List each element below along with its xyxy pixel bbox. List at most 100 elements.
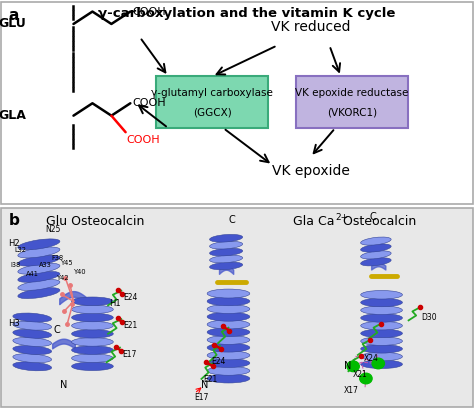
Ellipse shape bbox=[361, 337, 402, 345]
Text: F38: F38 bbox=[51, 255, 64, 261]
Ellipse shape bbox=[207, 289, 250, 298]
Ellipse shape bbox=[361, 352, 402, 361]
Text: γ-carboxylation and the vitamin K cycle: γ-carboxylation and the vitamin K cycle bbox=[98, 7, 395, 20]
Text: C: C bbox=[229, 216, 236, 225]
Ellipse shape bbox=[18, 255, 60, 266]
Circle shape bbox=[372, 358, 384, 369]
Ellipse shape bbox=[361, 237, 391, 245]
Ellipse shape bbox=[361, 244, 391, 252]
Text: Y45: Y45 bbox=[61, 261, 73, 266]
Text: E24: E24 bbox=[123, 293, 137, 302]
FancyBboxPatch shape bbox=[296, 76, 408, 128]
Ellipse shape bbox=[72, 354, 113, 362]
Text: H2: H2 bbox=[9, 238, 20, 247]
Text: X24: X24 bbox=[364, 354, 379, 363]
Text: E21: E21 bbox=[203, 375, 217, 384]
Ellipse shape bbox=[361, 251, 391, 259]
Ellipse shape bbox=[72, 338, 113, 346]
Text: E21: E21 bbox=[123, 321, 137, 330]
Ellipse shape bbox=[207, 343, 250, 352]
Circle shape bbox=[347, 361, 359, 372]
Ellipse shape bbox=[13, 321, 52, 330]
Ellipse shape bbox=[18, 288, 60, 299]
Text: H3: H3 bbox=[9, 319, 20, 328]
Ellipse shape bbox=[361, 258, 391, 266]
Ellipse shape bbox=[361, 321, 402, 330]
Text: VK reduced: VK reduced bbox=[271, 20, 350, 34]
Circle shape bbox=[360, 373, 372, 384]
Text: C: C bbox=[370, 212, 376, 222]
Ellipse shape bbox=[13, 313, 52, 322]
Text: GLA: GLA bbox=[0, 109, 26, 122]
Text: GLU: GLU bbox=[0, 18, 26, 30]
Ellipse shape bbox=[210, 248, 243, 256]
Ellipse shape bbox=[72, 305, 113, 314]
Ellipse shape bbox=[361, 306, 402, 315]
Ellipse shape bbox=[18, 239, 60, 250]
Ellipse shape bbox=[13, 346, 52, 355]
Ellipse shape bbox=[207, 320, 250, 329]
Ellipse shape bbox=[361, 344, 402, 353]
FancyBboxPatch shape bbox=[1, 208, 473, 407]
Text: I38: I38 bbox=[10, 262, 21, 267]
Text: COOH: COOH bbox=[132, 98, 166, 108]
Text: b: b bbox=[9, 213, 19, 228]
Text: A41: A41 bbox=[26, 271, 39, 277]
Text: Y42: Y42 bbox=[57, 275, 70, 281]
Ellipse shape bbox=[207, 305, 250, 313]
Text: 2+: 2+ bbox=[336, 213, 349, 222]
FancyBboxPatch shape bbox=[156, 76, 268, 128]
Ellipse shape bbox=[13, 329, 52, 338]
Text: L32: L32 bbox=[14, 247, 26, 254]
Text: VK epoxide: VK epoxide bbox=[272, 164, 349, 178]
Ellipse shape bbox=[207, 328, 250, 337]
Ellipse shape bbox=[361, 360, 402, 369]
Ellipse shape bbox=[72, 346, 113, 354]
Text: Y40: Y40 bbox=[73, 269, 86, 274]
Text: N25: N25 bbox=[45, 225, 60, 234]
Text: Gla Ca: Gla Ca bbox=[292, 215, 334, 228]
Text: E17: E17 bbox=[195, 393, 209, 402]
Ellipse shape bbox=[18, 280, 60, 290]
Text: X17: X17 bbox=[343, 386, 358, 395]
Ellipse shape bbox=[13, 337, 52, 346]
Ellipse shape bbox=[207, 366, 250, 375]
Ellipse shape bbox=[18, 247, 60, 258]
Text: E17: E17 bbox=[122, 350, 136, 359]
Ellipse shape bbox=[207, 335, 250, 344]
Text: Osteocalcin: Osteocalcin bbox=[339, 215, 416, 228]
Text: X21: X21 bbox=[353, 370, 368, 379]
Text: COOH: COOH bbox=[132, 7, 166, 17]
Text: COOH: COOH bbox=[127, 135, 160, 145]
Text: VK epoxide reductase: VK epoxide reductase bbox=[295, 88, 409, 99]
Ellipse shape bbox=[72, 313, 113, 322]
Ellipse shape bbox=[18, 263, 60, 274]
Ellipse shape bbox=[210, 234, 243, 242]
Ellipse shape bbox=[210, 255, 243, 263]
Ellipse shape bbox=[72, 297, 113, 306]
Ellipse shape bbox=[361, 329, 402, 338]
Text: (VKORC1): (VKORC1) bbox=[327, 108, 377, 117]
Text: N: N bbox=[344, 361, 351, 371]
Ellipse shape bbox=[361, 314, 402, 322]
Text: Glu Osteocalcin: Glu Osteocalcin bbox=[46, 215, 144, 228]
Text: N: N bbox=[60, 380, 68, 390]
FancyBboxPatch shape bbox=[1, 2, 473, 204]
Text: C: C bbox=[54, 325, 60, 335]
Text: E24: E24 bbox=[211, 357, 226, 366]
Ellipse shape bbox=[361, 298, 402, 307]
Text: N: N bbox=[201, 380, 209, 390]
Text: γ-glutamyl carboxylase: γ-glutamyl carboxylase bbox=[151, 88, 273, 99]
Ellipse shape bbox=[207, 297, 250, 306]
Ellipse shape bbox=[361, 290, 402, 299]
Ellipse shape bbox=[72, 321, 113, 330]
Text: (GGCX): (GGCX) bbox=[193, 108, 231, 117]
Ellipse shape bbox=[18, 272, 60, 282]
Ellipse shape bbox=[72, 362, 113, 371]
Ellipse shape bbox=[210, 262, 243, 270]
Text: D30: D30 bbox=[421, 313, 437, 322]
Ellipse shape bbox=[72, 330, 113, 338]
Text: A33: A33 bbox=[39, 262, 52, 267]
Text: H1: H1 bbox=[109, 299, 121, 308]
Ellipse shape bbox=[13, 362, 52, 371]
